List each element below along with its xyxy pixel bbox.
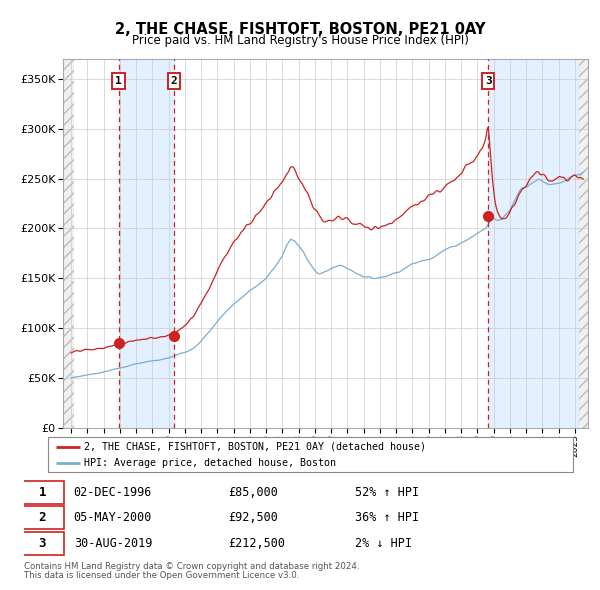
Bar xyxy=(119,59,174,428)
Text: Price paid vs. HM Land Registry's House Price Index (HPI): Price paid vs. HM Land Registry's House … xyxy=(131,34,469,47)
Text: 52% ↑ HPI: 52% ↑ HPI xyxy=(355,486,419,499)
Text: £92,500: £92,500 xyxy=(228,511,278,525)
Text: Contains HM Land Registry data © Crown copyright and database right 2024.: Contains HM Land Registry data © Crown c… xyxy=(24,562,359,571)
Bar xyxy=(578,59,588,428)
Text: HPI: Average price, detached house, Boston: HPI: Average price, detached house, Bost… xyxy=(84,458,336,468)
Text: 1: 1 xyxy=(115,76,122,86)
Text: 2: 2 xyxy=(39,511,46,525)
Text: 1: 1 xyxy=(39,486,46,499)
Text: This data is licensed under the Open Government Licence v3.0.: This data is licensed under the Open Gov… xyxy=(24,571,299,579)
Text: 2, THE CHASE, FISHTOFT, BOSTON, PE21 0AY (detached house): 2, THE CHASE, FISHTOFT, BOSTON, PE21 0AY… xyxy=(84,441,426,451)
Text: 2% ↓ HPI: 2% ↓ HPI xyxy=(355,537,412,550)
Bar xyxy=(488,59,578,428)
Text: 2: 2 xyxy=(171,76,178,86)
FancyBboxPatch shape xyxy=(21,532,64,555)
Bar xyxy=(63,59,74,428)
FancyBboxPatch shape xyxy=(21,481,64,504)
FancyBboxPatch shape xyxy=(21,506,64,529)
Text: 2, THE CHASE, FISHTOFT, BOSTON, PE21 0AY: 2, THE CHASE, FISHTOFT, BOSTON, PE21 0AY xyxy=(115,22,485,37)
Text: £85,000: £85,000 xyxy=(228,486,278,499)
Text: 3: 3 xyxy=(485,76,491,86)
Text: £212,500: £212,500 xyxy=(228,537,285,550)
Text: 36% ↑ HPI: 36% ↑ HPI xyxy=(355,511,419,525)
Text: 02-DEC-1996: 02-DEC-1996 xyxy=(74,486,152,499)
Text: 30-AUG-2019: 30-AUG-2019 xyxy=(74,537,152,550)
FancyBboxPatch shape xyxy=(48,437,573,472)
Text: 3: 3 xyxy=(39,537,46,550)
Text: 05-MAY-2000: 05-MAY-2000 xyxy=(74,511,152,525)
